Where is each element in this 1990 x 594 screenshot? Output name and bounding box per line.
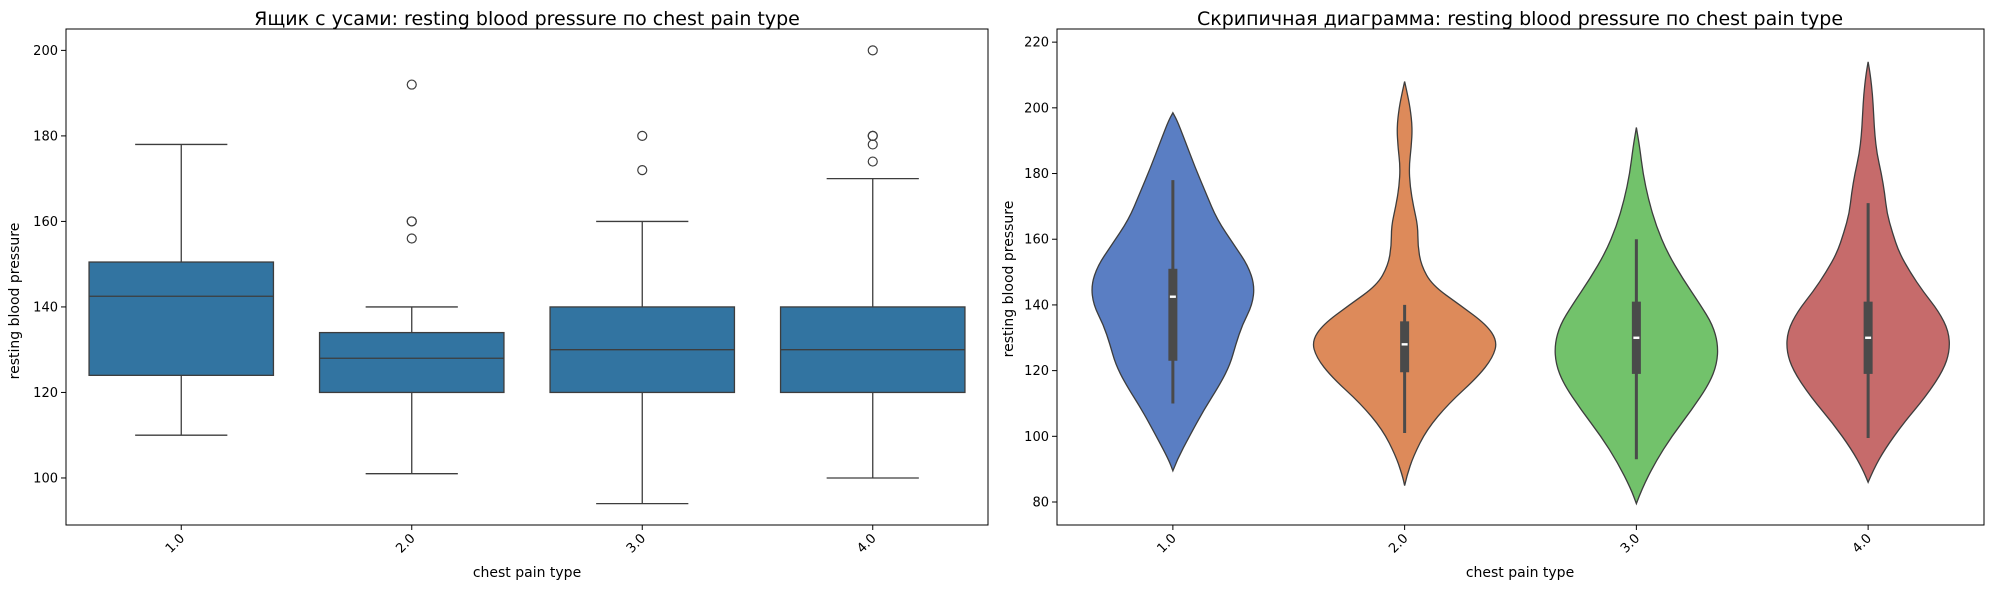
box-iqr-rect [318,331,505,394]
violin-ylabel: resting blood pressure [1001,201,1017,358]
boxplot-ytick-label: 100 [33,471,58,486]
violin-group-3.0 [1554,127,1719,506]
box-group-1.0 [88,143,275,436]
boxplot-ytick-label: 180 [33,129,58,144]
box-group-4.0 [779,45,966,479]
violin-title: Скрипичная диаграмма: resting blood pres… [1197,8,1843,30]
box-iqr-rect [88,261,275,376]
violin-xtick-label: 3.0 [1618,531,1643,556]
box-outlier-point [867,130,878,141]
violin-median-marker [1633,336,1640,339]
boxplot-xtick-label: 4.0 [854,531,879,556]
boxplot-marks [88,45,966,505]
box-outlier-point [637,165,648,176]
violin-group-2.0 [1312,81,1497,486]
boxplot-xtick-label: 1.0 [163,531,188,556]
box-outlier-point [637,130,648,141]
violin-ytick-label: 100 [1024,430,1049,445]
violin-xlabel: chest pain type [1466,565,1574,581]
boxplot-title: Ящик с усами: resting blood pressure по … [254,8,800,30]
box-outlier-point [867,45,878,56]
box-outlier-point [867,139,878,150]
violin-marks [1091,61,1950,506]
violin-xtick-label: 4.0 [1850,531,1875,556]
boxplot-ytick-label: 140 [33,300,58,315]
violin-axes-frame [1056,28,1985,526]
violin-group-1.0 [1091,111,1255,473]
violin-median-marker [1401,343,1408,346]
box-outlier-point [406,216,417,227]
boxplot-xlabel: chest pain type [473,565,581,581]
violin-ytick-label: 140 [1024,298,1049,313]
violin-ytick-label: 220 [1024,36,1049,51]
violin-iqr-box [1168,268,1178,361]
boxplot-ytick-label: 120 [33,386,58,401]
violin-median-marker [1865,336,1872,339]
violin-xtick-label: 1.0 [1154,531,1179,556]
boxplot-ylabel: resting blood pressure [7,223,23,380]
boxplot-xtick-label: 3.0 [624,531,649,556]
boxplot-axes-frame [65,28,989,526]
boxplot-panel: Ящик с усами: resting blood pressure по … [7,8,989,581]
box-group-3.0 [549,130,736,505]
violin-ytick-label: 120 [1024,364,1049,379]
violin-body [1312,81,1497,486]
box-group-2.0 [318,79,505,475]
boxplot-xtick-label: 2.0 [393,531,418,556]
violin-iqr-box [1400,321,1410,373]
violin-median-marker [1169,295,1176,298]
violin-group-4.0 [1786,61,1950,484]
box-outlier-point [867,156,878,167]
violin-ytick-label: 80 [1032,496,1049,511]
box-outlier-point [406,79,417,90]
violin-xtick-label: 2.0 [1386,531,1411,556]
boxplot-ytick-label: 160 [33,215,58,230]
violin-ytick-label: 200 [1024,101,1049,116]
boxplot-ytick-label: 200 [33,44,58,59]
violin-ytick-label: 160 [1024,233,1049,248]
violin-ytick-label: 180 [1024,167,1049,182]
box-outlier-point [406,233,417,244]
violin-panel: Скрипичная диаграмма: resting blood pres… [1001,8,1985,581]
